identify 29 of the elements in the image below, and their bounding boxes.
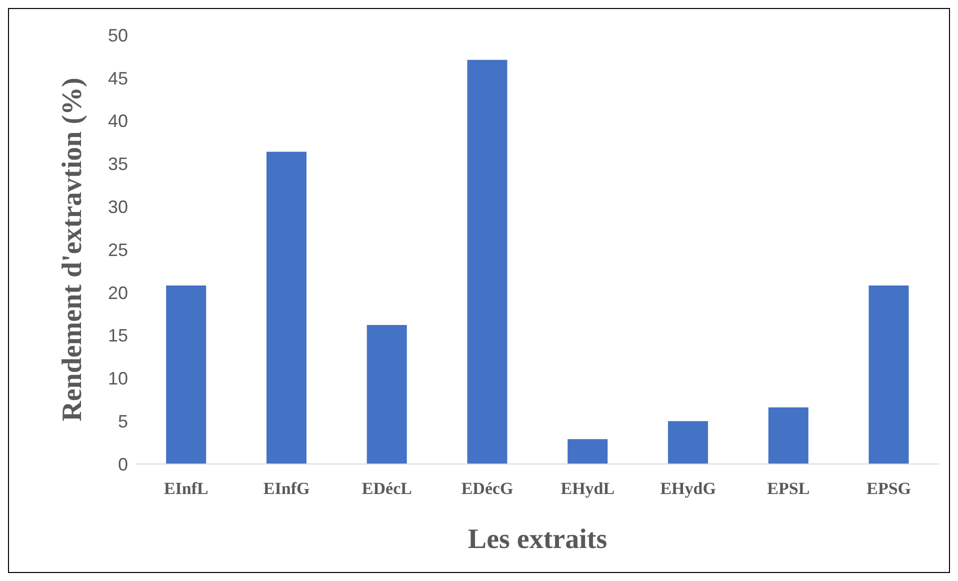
- x-tick-label: EInfL: [164, 479, 208, 498]
- x-tick-label: EHydL: [560, 479, 615, 498]
- x-tick-label: EDécL: [362, 479, 412, 498]
- y-tick-label: 30: [108, 196, 128, 217]
- y-tick-label: 40: [108, 111, 128, 132]
- y-tick-label: 15: [108, 326, 128, 346]
- y-tick-label: 35: [108, 154, 128, 174]
- bar: [668, 421, 708, 464]
- y-tick-label: 5: [118, 411, 128, 432]
- bar: [366, 325, 407, 464]
- x-tick-label: EPSL: [767, 479, 810, 498]
- x-tick-label: EHydG: [660, 479, 716, 498]
- bar: [166, 286, 206, 464]
- bar: [568, 439, 608, 464]
- x-tick-label: EPSG: [866, 479, 912, 498]
- y-tick-label: 0: [118, 454, 128, 474]
- y-tick-label: 20: [108, 282, 128, 303]
- y-tick-label: 45: [108, 68, 128, 88]
- y-axis-title: Rendement d'extravtion (%): [56, 78, 88, 422]
- x-tick-label: EInfG: [263, 479, 310, 498]
- y-tick-label: 10: [108, 368, 128, 389]
- bar: [467, 60, 508, 464]
- x-axis-title: Les extraits: [468, 524, 608, 555]
- bar: [868, 286, 909, 464]
- x-tick-label: EDécG: [461, 479, 514, 498]
- y-tick-label: 25: [108, 240, 128, 260]
- bar: [768, 407, 808, 464]
- y-tick-label: 50: [108, 25, 128, 46]
- bar: [266, 152, 306, 464]
